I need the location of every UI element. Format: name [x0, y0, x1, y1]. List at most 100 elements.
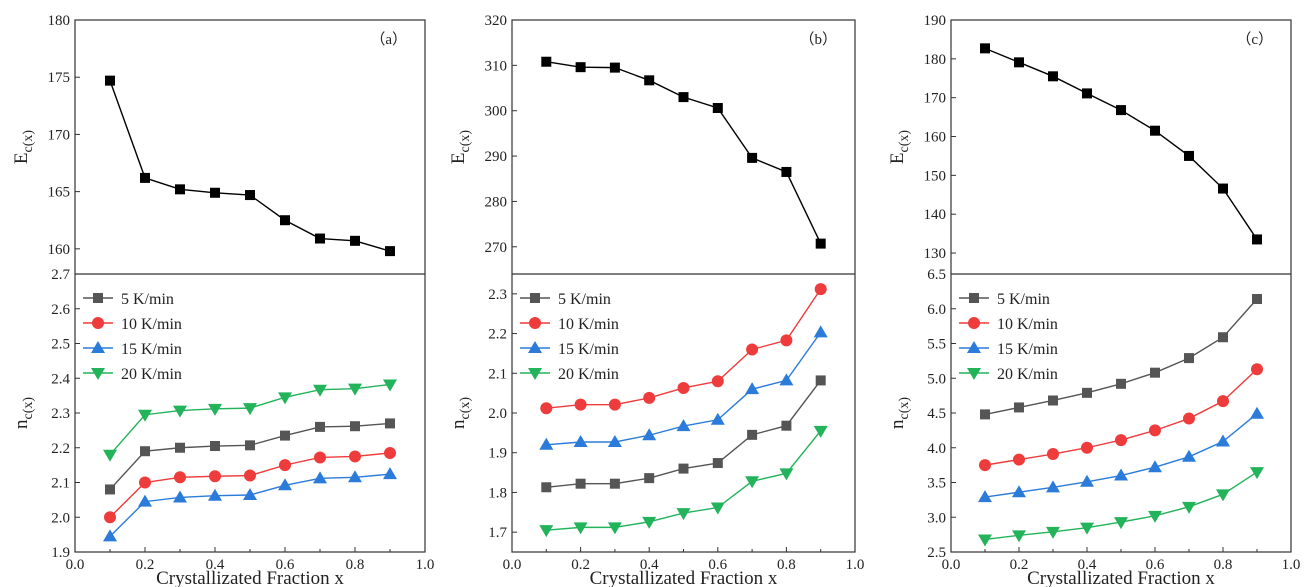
data-point [350, 421, 360, 432]
data-point [1046, 526, 1060, 539]
y-tick-label: 2.5 [51, 337, 70, 353]
data-point [244, 469, 256, 482]
y-tick-label: 2.1 [51, 476, 70, 492]
data-point [745, 476, 760, 489]
data-point [540, 402, 553, 415]
series-top-0 [105, 75, 395, 257]
y-axis-title-main: n [448, 419, 469, 429]
data-point [1150, 125, 1160, 136]
data-point [208, 488, 222, 501]
data-point [245, 440, 255, 451]
legend-label: 10 K/min [997, 316, 1058, 333]
data-point [745, 382, 760, 395]
data-point [385, 418, 395, 429]
legend-label: 5 K/min [121, 291, 174, 308]
data-point [313, 471, 327, 484]
y-tick-label: 170 [924, 91, 947, 107]
data-point [710, 502, 725, 515]
y-tick-label: 140 [924, 207, 947, 223]
y-tick-label: 180 [48, 13, 71, 29]
y-axis-title: Ec(x) [448, 130, 473, 164]
series-bottom-2 [539, 325, 828, 450]
data-point [573, 522, 588, 535]
data-point [278, 392, 292, 405]
data-point [175, 184, 185, 195]
data-point [138, 494, 152, 507]
y-tick-label: 2.5 [927, 545, 946, 561]
data-point [747, 152, 758, 163]
legend-item: 10 K/min [520, 316, 619, 333]
data-point [1013, 453, 1025, 466]
chart-panel: 0.0 0.2 0.4 0.6 0.8 1.0 Crystallizated Fractio… [887, 13, 1300, 587]
data-point [103, 529, 117, 542]
y-axis-title-sub: c(x) [458, 130, 473, 153]
data-point [1148, 510, 1162, 523]
data-point [607, 522, 622, 535]
data-point [174, 471, 186, 484]
legend-marker [530, 293, 540, 303]
y-tick-label: 310 [485, 58, 508, 74]
x-tick-label: 0.0 [942, 557, 961, 573]
series-bottom-0 [105, 418, 395, 495]
y-tick-label: 160 [924, 130, 947, 146]
y-tick-label: 1.7 [488, 525, 507, 541]
data-point [350, 235, 360, 246]
x-tick-label: 0.2 [571, 557, 590, 573]
data-point [642, 516, 657, 529]
data-point [208, 403, 222, 416]
legend-label: 20 K/min [121, 366, 182, 383]
y-axis-title-main: E [448, 152, 469, 164]
series-bottom-2 [103, 467, 397, 542]
legend-label: 20 K/min [997, 366, 1058, 383]
data-point [980, 43, 990, 54]
data-point [609, 478, 620, 489]
y-tick-label: 190 [924, 13, 947, 29]
data-point [1251, 363, 1263, 376]
legend-item: 5 K/min [520, 291, 611, 308]
series-bottom-3 [978, 467, 1264, 547]
legend-label: 10 K/min [121, 316, 182, 333]
data-point [677, 381, 690, 394]
x-tick-label: 0.6 [708, 557, 727, 573]
data-point [779, 373, 794, 386]
y-axis-title: nc(x) [887, 397, 912, 429]
data-point [210, 187, 220, 198]
data-point [539, 525, 554, 538]
series-line [546, 61, 822, 244]
x-tick-label: 0.6 [276, 557, 295, 573]
legend-item: 15 K/min [83, 341, 182, 358]
series-bottom-0 [980, 294, 1262, 420]
data-point [712, 458, 723, 469]
data-point [280, 430, 290, 441]
data-point [609, 62, 620, 73]
data-point [1116, 378, 1126, 389]
chart-panel: 0.0 0.2 0.4 0.6 0.8 1.0 Crystallizated Fractio… [448, 13, 864, 587]
data-point [139, 476, 151, 489]
data-point [384, 446, 396, 459]
legend-marker [967, 368, 981, 380]
y-tick-label: 4.0 [927, 441, 946, 457]
data-point [781, 166, 792, 177]
y-tick-label: 150 [924, 168, 947, 184]
data-point [1047, 448, 1059, 461]
data-point [1252, 234, 1262, 245]
y-tick-label: 5.5 [927, 337, 946, 353]
data-point [712, 102, 723, 113]
series-top-0 [541, 56, 826, 249]
x-tick-label: 0.0 [503, 557, 522, 573]
y-tick-label: 175 [48, 70, 71, 86]
x-axis-title: Crystallizated Fraction x [156, 568, 344, 587]
legend-item: 15 K/min [520, 341, 619, 358]
data-point [349, 450, 361, 463]
legend-label: 20 K/min [558, 366, 619, 383]
series-bottom-3 [539, 425, 828, 538]
y-axis-title-sub: c(x) [897, 130, 912, 153]
chart-panel: 0.0 0.2 0.4 0.6 0.8 1.0 Crystallizated Fractio… [11, 13, 434, 587]
data-point [1046, 480, 1060, 493]
x-tick-label: 0.4 [206, 557, 225, 573]
data-point [676, 419, 691, 432]
panel-label: （a） [370, 31, 407, 48]
x-tick-label: 0.0 [66, 557, 85, 573]
y-axis-title: nc(x) [448, 397, 473, 429]
y-tick-label: 180 [924, 52, 947, 68]
